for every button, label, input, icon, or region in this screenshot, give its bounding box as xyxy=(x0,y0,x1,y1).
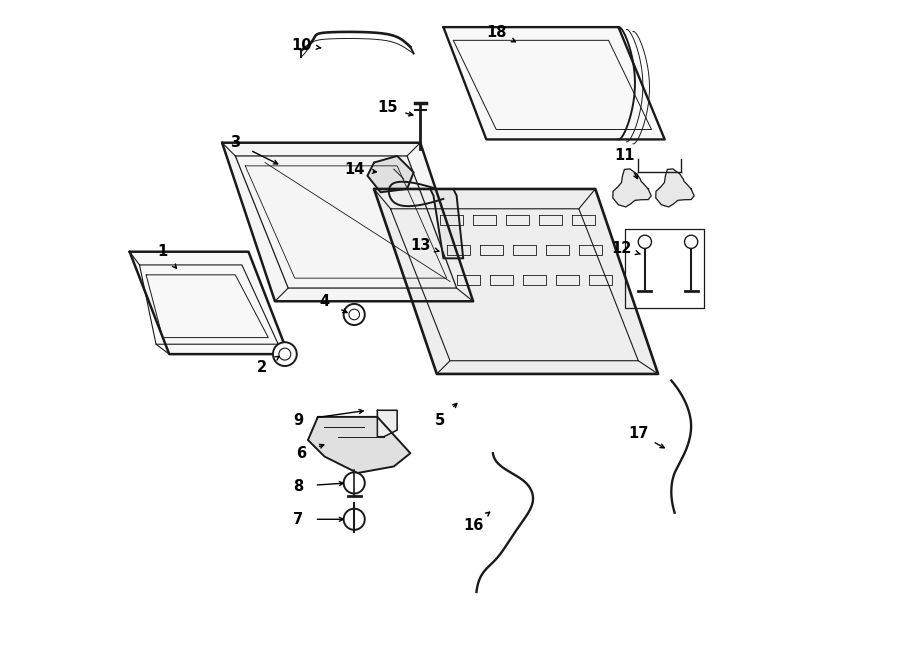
Polygon shape xyxy=(130,252,288,354)
Text: 5: 5 xyxy=(435,412,446,428)
Polygon shape xyxy=(613,169,652,207)
Text: 6: 6 xyxy=(296,446,306,461)
Text: 15: 15 xyxy=(377,100,398,115)
Text: 9: 9 xyxy=(293,412,303,428)
Circle shape xyxy=(685,235,698,248)
Polygon shape xyxy=(377,410,397,437)
Text: 10: 10 xyxy=(291,38,311,53)
Circle shape xyxy=(638,235,652,248)
Text: 13: 13 xyxy=(410,238,430,253)
Polygon shape xyxy=(222,143,473,301)
Polygon shape xyxy=(656,169,694,207)
Text: 8: 8 xyxy=(292,479,303,494)
Polygon shape xyxy=(430,189,464,258)
Text: 2: 2 xyxy=(256,360,266,375)
Polygon shape xyxy=(308,417,410,473)
Text: 12: 12 xyxy=(612,241,632,256)
Polygon shape xyxy=(367,156,414,192)
Polygon shape xyxy=(374,189,658,374)
Text: 3: 3 xyxy=(230,135,240,150)
Text: 14: 14 xyxy=(344,162,364,177)
Text: 17: 17 xyxy=(628,426,649,441)
Text: 4: 4 xyxy=(320,294,329,308)
Circle shape xyxy=(273,342,297,366)
Text: 18: 18 xyxy=(486,25,507,40)
Circle shape xyxy=(344,473,364,493)
Text: 16: 16 xyxy=(463,518,483,534)
Circle shape xyxy=(344,508,364,530)
Text: 7: 7 xyxy=(293,512,303,527)
Circle shape xyxy=(344,304,364,325)
Text: 1: 1 xyxy=(158,244,167,260)
Text: 11: 11 xyxy=(615,148,635,164)
Polygon shape xyxy=(444,27,665,140)
